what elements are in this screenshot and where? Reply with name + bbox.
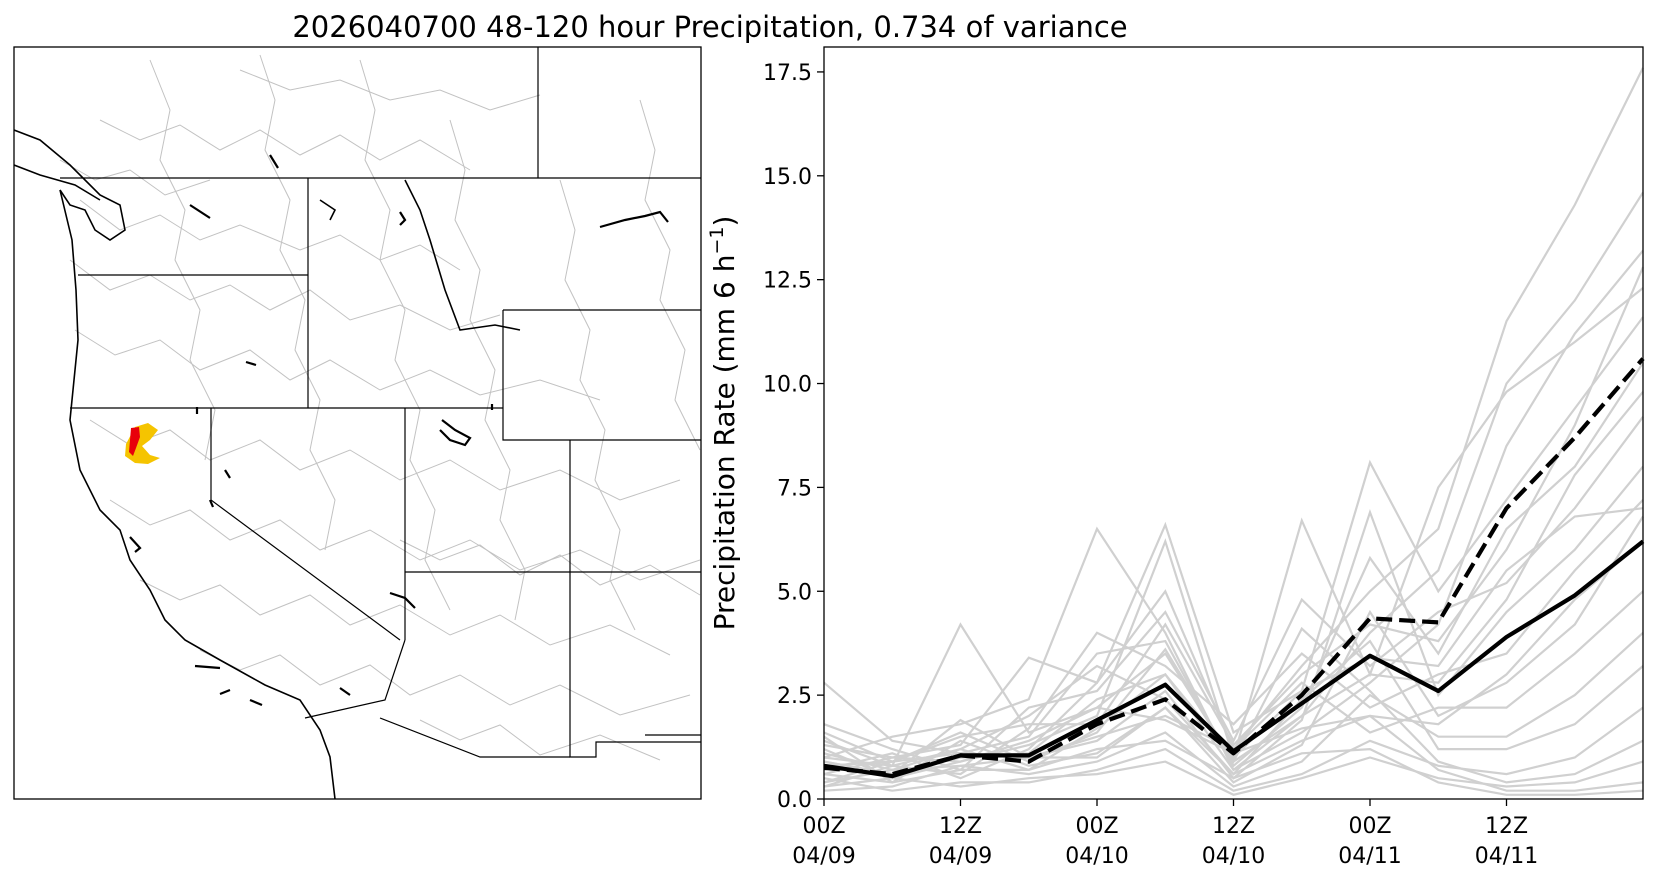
- lakes: [129, 154, 669, 707]
- figure-title: 2026040700 48-120 hour Precipitation, 0.…: [292, 10, 1128, 44]
- coastline: [14, 129, 521, 799]
- state-borders: [60, 47, 701, 758]
- highlight-basin-inner: [129, 427, 140, 456]
- map-frame: [13, 46, 702, 800]
- basin-boundaries: [59, 54, 701, 761]
